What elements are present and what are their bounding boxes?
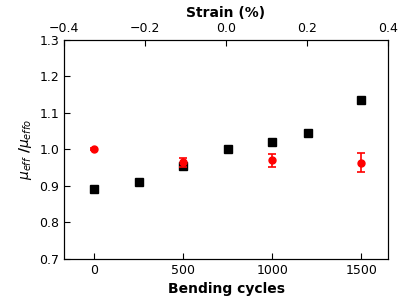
X-axis label: Bending cycles: Bending cycles xyxy=(168,282,284,296)
X-axis label: Strain (%): Strain (%) xyxy=(186,6,266,20)
Y-axis label: $\mu_{eff}$ /$\mu_{effo}$: $\mu_{eff}$ /$\mu_{effo}$ xyxy=(16,119,34,180)
